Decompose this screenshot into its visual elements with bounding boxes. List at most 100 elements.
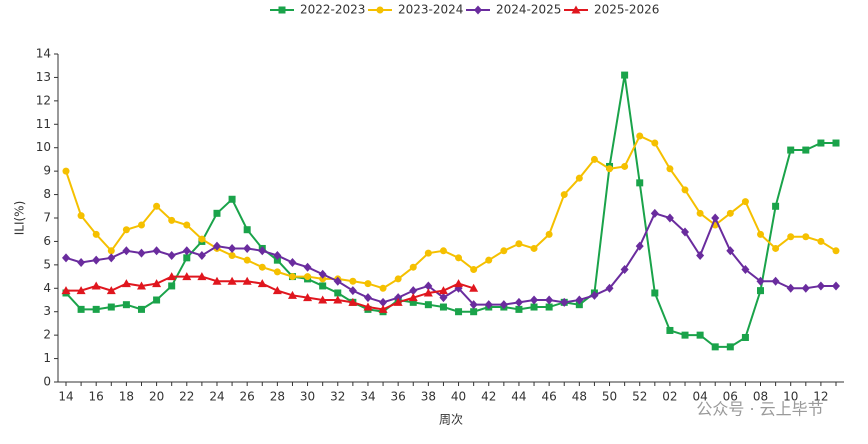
y-tick-label: 4 [43,281,51,295]
point [636,132,644,140]
point [288,273,296,281]
point [394,275,402,283]
point [137,305,145,313]
x-tick-label: 20 [149,390,164,404]
x-tick-label: 50 [602,390,617,404]
point [455,308,463,316]
y-tick-label: 7 [43,211,51,225]
point [107,247,115,255]
point [514,297,523,307]
point [272,286,282,295]
point [499,300,508,310]
point [92,305,100,313]
point [560,191,568,199]
point [183,221,191,229]
point [681,227,690,237]
x-tick-label: 30 [300,390,315,404]
point [243,256,251,264]
legend-label: 2024-2025 [496,3,561,17]
point [816,281,825,291]
point [454,279,464,288]
point [711,213,720,223]
point [168,216,176,224]
point [621,71,629,79]
point [378,304,388,313]
y-tick-label: 13 [36,70,51,84]
y-tick-label: 5 [43,257,51,271]
x-tick-label: 22 [179,390,194,404]
point [152,279,162,288]
x-tick-label: 10 [783,390,798,404]
point [832,247,840,255]
point [319,282,327,290]
legend-marker [474,5,482,15]
point [243,243,252,253]
x-tick-label: 32 [330,390,345,404]
point [484,300,493,310]
point [121,279,131,288]
point [212,276,222,285]
point [183,254,191,262]
point [167,272,177,281]
point [379,284,387,292]
y-tick-label: 14 [36,47,51,61]
point [590,155,598,163]
point [212,241,221,251]
point [62,253,70,263]
point [787,146,795,154]
point [832,139,840,147]
point [408,293,418,302]
point [303,293,313,302]
series-line [65,74,836,348]
x-tick-label: 34 [360,390,375,404]
point [122,301,130,309]
point [319,275,327,283]
x-tick-label: 12 [813,390,828,404]
point [711,343,719,351]
x-tick-label: 40 [451,390,466,404]
point [575,301,583,309]
y-axis-label: ILI(%) [13,201,27,236]
point [122,246,131,256]
point [137,248,146,258]
y-tick-label: 8 [43,187,51,201]
point [334,289,342,297]
point [77,305,85,313]
point [122,226,130,234]
point [409,263,417,271]
point [106,286,116,295]
point [197,272,207,281]
point [153,296,161,304]
point [560,297,569,307]
x-tick-label: 42 [481,390,496,404]
point [242,276,252,285]
point [741,198,749,206]
point [258,246,267,256]
point [409,286,418,296]
point [257,279,267,288]
legend-marker [571,5,581,14]
point [665,213,674,223]
x-tick-label: 52 [632,390,647,404]
y-tick-label: 0 [43,375,51,389]
point [152,246,161,256]
series-line [65,212,836,306]
point [273,256,281,264]
legend-marker [278,6,286,14]
x-tick-label: 26 [240,390,255,404]
point [107,253,116,263]
point [243,226,251,234]
x-tick-label: 38 [421,390,436,404]
point [666,165,674,173]
x-tick-label: 16 [89,390,104,404]
point [438,286,448,295]
point [182,246,191,256]
point [153,202,161,210]
point [515,305,523,313]
watermark: 公众号 · 云上毕节 [696,400,823,419]
point [167,250,176,260]
point [92,255,101,265]
point [741,333,749,341]
point [213,209,221,217]
